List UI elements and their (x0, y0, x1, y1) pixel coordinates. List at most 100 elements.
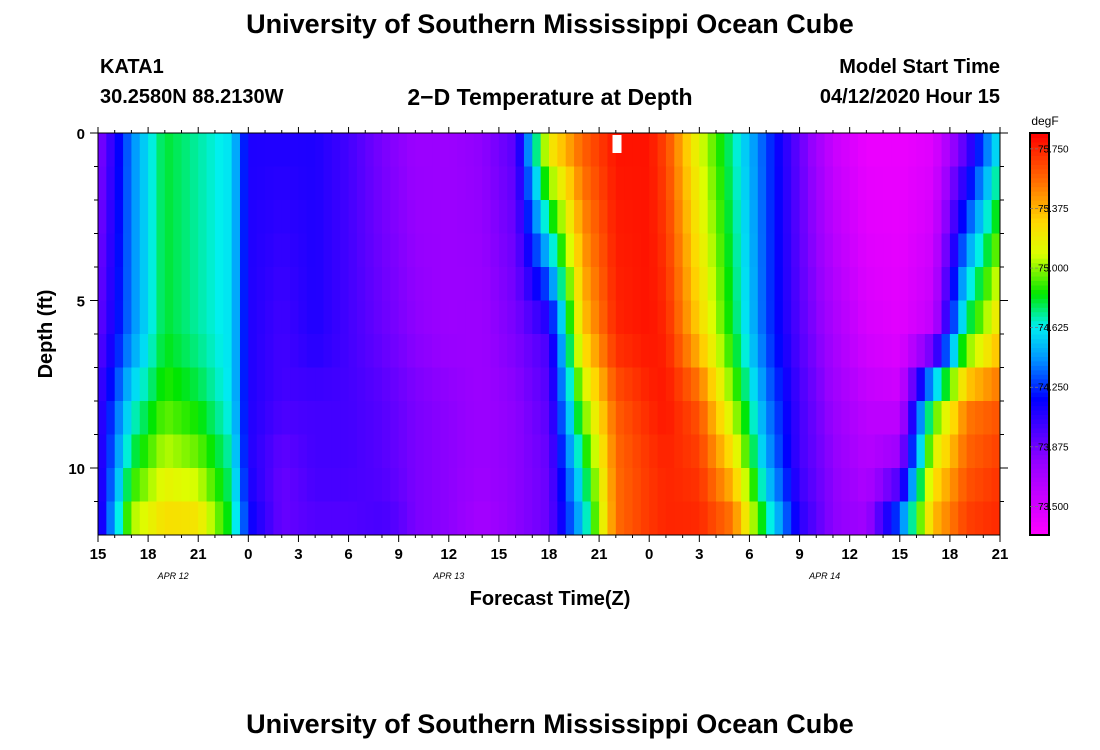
heatmap-cell (933, 267, 943, 302)
heatmap-cell (114, 133, 124, 168)
heatmap-cell (741, 434, 751, 469)
heatmap-cell (883, 334, 893, 369)
heatmap-cell (983, 300, 993, 335)
heatmap-cell (123, 300, 133, 335)
heatmap-cell (891, 501, 901, 535)
heatmap-cell (131, 434, 141, 469)
heatmap-cell (732, 166, 742, 201)
heatmap-cell (390, 233, 400, 268)
heatmap-cell (407, 133, 416, 168)
heatmap-cell (991, 401, 1000, 436)
heatmap-cell (766, 367, 776, 402)
heatmap-cell (649, 200, 659, 235)
heatmap-cell (841, 267, 851, 302)
heatmap-cell (540, 434, 550, 469)
heatmap-cell (757, 133, 767, 168)
heatmap-cell (156, 166, 166, 201)
heatmap-cell (899, 166, 909, 201)
heatmap-cell (532, 267, 542, 302)
heatmap-cell (507, 133, 517, 168)
heatmap-cell (924, 401, 934, 436)
x-tick-label: 15 (891, 546, 908, 563)
heatmap-cell (273, 300, 283, 335)
heatmap-cell (515, 501, 525, 535)
heatmap-cell (173, 401, 183, 436)
heatmap-cell (974, 401, 984, 436)
heatmap-cell (248, 233, 258, 268)
heatmap-cell (356, 468, 366, 503)
heatmap-cell (298, 166, 308, 201)
colorbar-segment (1030, 316, 1049, 322)
heatmap-cell (966, 401, 976, 436)
heatmap-cell (657, 367, 667, 402)
heatmap-cell (139, 166, 149, 201)
x-tick-label: 21 (190, 546, 207, 563)
heatmap-cell (198, 501, 208, 535)
heatmap-cell (448, 501, 458, 535)
heatmap-cell (565, 267, 575, 302)
colorbar-segment (1030, 530, 1049, 536)
heatmap-cell (206, 233, 216, 268)
heatmap-cell (407, 300, 416, 335)
heatmap-cell (181, 401, 191, 436)
heatmap-cell (624, 300, 634, 335)
heatmap-cell (791, 434, 801, 469)
heatmap-cell (565, 501, 575, 535)
heatmap-cell (214, 468, 224, 503)
heatmap-cell (440, 434, 450, 469)
heatmap-cell (649, 233, 659, 268)
heatmap-cell (423, 334, 433, 369)
heatmap-cell (106, 267, 116, 302)
heatmap-cell (816, 233, 826, 268)
heatmap-cell (966, 233, 976, 268)
heatmap-cell (448, 200, 458, 235)
heatmap-cell (724, 267, 734, 302)
heatmap-cell (256, 367, 266, 402)
heatmap-cell (949, 133, 959, 168)
heatmap-cell (841, 401, 851, 436)
heatmap-cell (883, 300, 893, 335)
heatmap-cell (674, 401, 684, 436)
heatmap-cell (498, 334, 508, 369)
heatmap-cell (807, 267, 817, 302)
colorbar-segment (1030, 396, 1049, 402)
heatmap-cell (674, 267, 684, 302)
heatmap-cell (432, 468, 442, 503)
heatmap-cell (281, 166, 291, 201)
heatmap-cell (757, 300, 767, 335)
heatmap-cell (791, 300, 801, 335)
heatmap-cell (106, 501, 116, 535)
heatmap-cell (398, 166, 408, 201)
heatmap-cell (331, 200, 341, 235)
colorbar: 73.500 73.875 74.250 74.625 75.000 75.375 75.7… (1029, 132, 1069, 536)
heatmap-cell (983, 133, 993, 168)
heatmap-cell (707, 267, 717, 302)
heatmap-cell (173, 300, 183, 335)
heatmap-cell (749, 401, 759, 436)
heatmap-cell (98, 133, 107, 168)
heatmap-cell (582, 300, 592, 335)
colorbar-segment (1030, 208, 1049, 214)
heatmap-cell (148, 501, 158, 535)
heatmap-cell (582, 501, 592, 535)
heatmap-cell (273, 401, 283, 436)
heatmap-cell (507, 334, 517, 369)
heatmap-cell (908, 166, 918, 201)
heatmap-cell (198, 267, 208, 302)
heatmap-cell (874, 300, 884, 335)
heatmap-cell (239, 300, 249, 335)
heatmap-cell (290, 367, 300, 402)
heatmap-cell (398, 501, 408, 535)
heatmap-cell (239, 133, 249, 168)
heatmap-cell (498, 267, 508, 302)
heatmap-cell (148, 300, 158, 335)
heatmap-cell (958, 200, 968, 235)
heatmap-cell (490, 434, 500, 469)
colorbar-segment (1030, 499, 1049, 505)
heatmap-cell (239, 233, 249, 268)
heatmap-cell (273, 166, 283, 201)
page-title: University of Southern Mississippi Ocean… (246, 9, 854, 39)
heatmap-cell (390, 300, 400, 335)
model-start-label: Model Start Time (839, 56, 1000, 78)
heatmap-cell (632, 501, 642, 535)
